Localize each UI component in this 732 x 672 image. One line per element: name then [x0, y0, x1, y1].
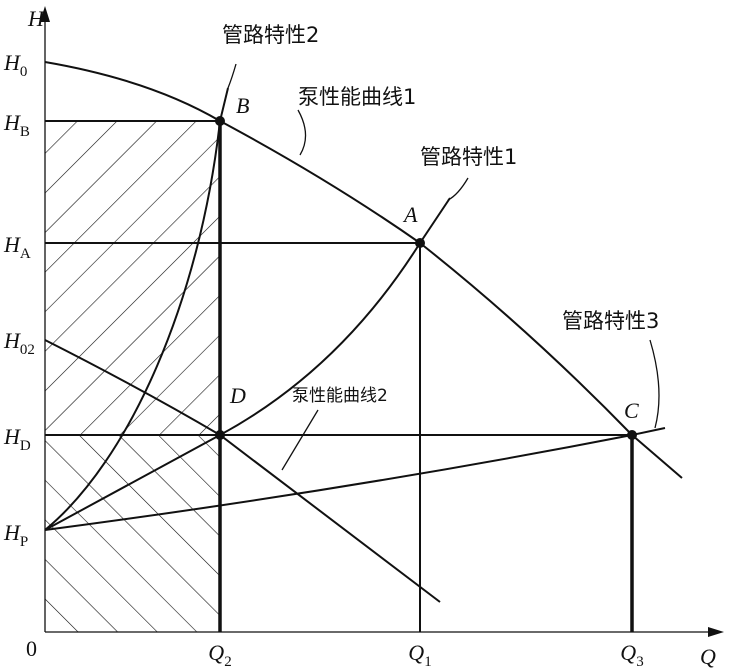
tick-label: HA: [3, 232, 31, 262]
point: [415, 238, 425, 248]
tick-label: H02: [3, 328, 35, 358]
pump-curve-1: [44, 61, 683, 479]
tick-label: HP: [3, 520, 28, 550]
point: [215, 116, 225, 126]
hatch-lower: [45, 435, 220, 632]
point-label: B: [236, 93, 249, 118]
point-label: D: [229, 383, 246, 408]
leader: [649, 339, 660, 429]
tick-label: HD: [3, 424, 31, 454]
tick-label: Q1: [408, 640, 431, 670]
axis-label: Q: [700, 644, 716, 669]
pipe-curve-1: [44, 197, 451, 531]
pipe-curve-3: [44, 427, 666, 531]
leader: [227, 63, 237, 89]
curve-label: 管路特性1: [420, 145, 517, 169]
curve-label: 管路特性2: [222, 23, 319, 47]
x-arrow: [708, 627, 724, 637]
origin-label: 0: [26, 636, 37, 661]
curve-label: 管路特性3: [562, 309, 659, 333]
point: [215, 430, 225, 440]
point-label: C: [624, 398, 639, 423]
curve-label: 泵性能曲线1: [298, 85, 416, 109]
point: [627, 430, 637, 440]
tick-label: Q2: [208, 640, 231, 670]
axis-label: H: [27, 6, 45, 31]
point-label: A: [402, 202, 418, 227]
hatch-upper: [45, 121, 220, 435]
leader: [447, 177, 469, 201]
pipe-curve-2: [44, 87, 229, 531]
tick-label: H0: [3, 50, 27, 80]
leader: [281, 409, 319, 471]
tick-label: HB: [3, 110, 30, 140]
leader: [297, 109, 307, 156]
pump-curve-2: [44, 339, 441, 603]
tick-label: Q3: [620, 640, 643, 670]
y-arrow: [40, 6, 50, 22]
curve-label: 泵性能曲线2: [292, 386, 388, 406]
